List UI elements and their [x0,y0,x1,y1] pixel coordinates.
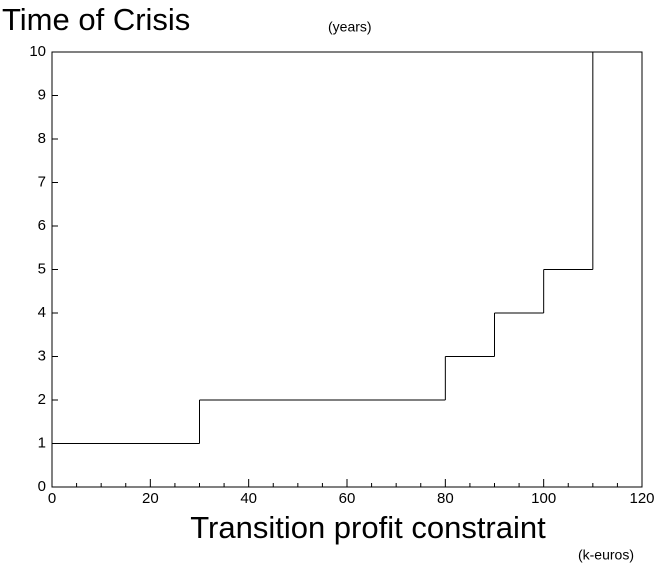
y-tick-label: 10 [29,43,46,60]
y-tick-label: 1 [38,434,46,451]
x-tick-label: 80 [437,490,454,507]
x-tick-label: 60 [339,490,356,507]
y-tick-label: 4 [38,304,46,321]
y-tick-label: 5 [38,260,46,277]
y-tick-label: 2 [38,391,46,408]
chart-title: Time of Crisis [2,2,190,37]
x-tick-label: 100 [531,490,556,507]
y-tick-label: 9 [38,86,46,103]
x-unit: (k-euros) [578,547,634,563]
y-tick-label: 6 [38,217,46,234]
y-tick-label: 7 [38,173,46,190]
y-tick-label: 0 [38,478,46,495]
y-tick-label: 8 [38,130,46,147]
y-tick-label: 3 [38,347,46,364]
y-unit: (years) [328,19,372,35]
x-tick-label: 120 [629,490,654,507]
x-tick-label: 20 [142,490,159,507]
x-tick-label: 0 [48,490,56,507]
x-tick-label: 40 [240,490,257,507]
x-axis-label: Transition profit constraint [190,510,546,545]
